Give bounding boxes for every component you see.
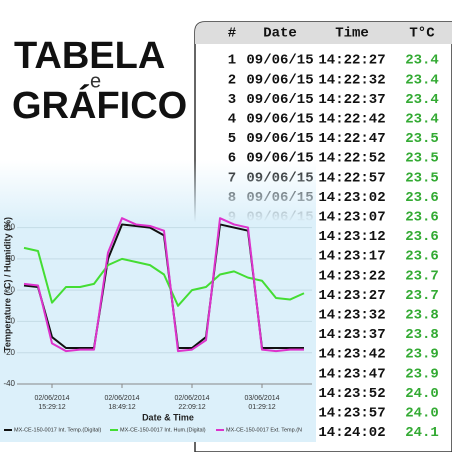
table-cell: 09/06/15 [246, 112, 313, 128]
table-header: # [228, 26, 236, 42]
table-cell: 23.5 [405, 170, 439, 186]
table-cell: 14:22:52 [318, 151, 385, 167]
series-line [23, 246, 305, 307]
title-connector: e [90, 70, 101, 92]
table-cell: 09/06/15 [246, 131, 313, 147]
table-cell: 2 [228, 72, 236, 88]
series-line [23, 217, 304, 353]
y-tick-label: 20 [6, 285, 15, 294]
table-cell: 14:23:32 [318, 308, 385, 324]
table-cell: 6 [228, 151, 236, 167]
table-cell: 14:23:27 [318, 288, 385, 304]
y-tick-label: 60 [6, 223, 15, 232]
table-cell: 23.6 [405, 190, 439, 206]
table-header-bg [195, 22, 452, 44]
table-cell: 23.6 [405, 249, 439, 265]
table-cell: 23.5 [405, 151, 439, 167]
table-cell: 23.7 [405, 288, 439, 304]
table-cell: 23.6 [405, 229, 439, 245]
y-axis-title: Temperature (°C) / Humidity (%) [2, 217, 12, 352]
y-tick-label: -20 [3, 348, 15, 357]
table-cell: 14:24:02 [318, 425, 385, 441]
table-cell: 14:22:37 [318, 92, 385, 108]
table-cell: 24.1 [405, 425, 439, 441]
table-cell: 14:22:42 [318, 112, 385, 128]
y-tick-label: 0 [11, 317, 16, 326]
table-cell: 14:23:42 [318, 347, 385, 363]
y-tick-label: -40 [3, 379, 15, 388]
legend-label: MX-CE-150-0017 Ext. Temp.(N [226, 427, 302, 433]
table-cell: 23.5 [405, 131, 439, 147]
x-tick-label: 02/06/2014 15:29:12 [34, 395, 69, 411]
table-cell: 14:23:02 [318, 190, 385, 206]
table-cell: 14:23:57 [318, 406, 385, 422]
table-cell: 23.9 [405, 347, 439, 363]
x-axis-title: Date & Time [142, 412, 194, 422]
table-cell: 14:23:22 [318, 268, 385, 284]
table-cell: 14:23:07 [318, 210, 385, 226]
table-cell: 09/06/15 [246, 53, 313, 69]
legend-label: MX-CE-150-0017 Int. Temp.(Digital) [14, 427, 101, 433]
table-cell: 23.4 [405, 112, 439, 128]
table-cell: 23.4 [405, 53, 439, 69]
x-tick-label: 02/06/2014 22:09:12 [174, 395, 209, 411]
table-cell: 23.8 [405, 327, 439, 343]
y-tick-label: 40 [6, 254, 15, 263]
table-cell: 23.4 [405, 92, 439, 108]
table-header: Date [263, 26, 297, 42]
table-cell: 1 [228, 53, 236, 69]
table-cell: 09/06/15 [246, 92, 313, 108]
table-header: T°C [409, 26, 435, 42]
table-cell: 09/06/15 [246, 72, 313, 88]
x-tick-label: 02/06/2014 18:49:12 [104, 395, 139, 411]
table-cell: 14:22:57 [318, 170, 385, 186]
table-header: Time [335, 26, 369, 42]
table-cell: 3 [228, 92, 236, 108]
table-cell: 23.6 [405, 210, 439, 226]
table-cell: 14:23:37 [318, 327, 385, 343]
table-cell: 23.4 [405, 72, 439, 88]
table-cell: 5 [228, 131, 236, 147]
table-cell: 4 [228, 112, 236, 128]
title-line: GRÁFICO [12, 83, 187, 127]
legend-label: MX-CE-150-0017 Int. Hum.(Digital) [120, 427, 206, 433]
table-cell: 14:22:47 [318, 131, 385, 147]
table-cell: 23.7 [405, 268, 439, 284]
table-cell: 24.0 [405, 406, 439, 422]
x-tick-label: 03/06/2014 01:29:12 [244, 395, 279, 411]
table-cell: 14:22:27 [318, 53, 385, 69]
table-cell: 23.9 [405, 366, 439, 382]
table-cell: 14:23:47 [318, 366, 385, 382]
table-cell: 14:23:17 [318, 249, 385, 265]
title-line: TABELA [14, 35, 165, 77]
table-cell: 23.8 [405, 308, 439, 324]
table-cell: 24.0 [405, 386, 439, 402]
table-cell: 14:23:12 [318, 229, 385, 245]
table-cell: 14:23:52 [318, 386, 385, 402]
table-cell: 14:22:32 [318, 72, 385, 88]
